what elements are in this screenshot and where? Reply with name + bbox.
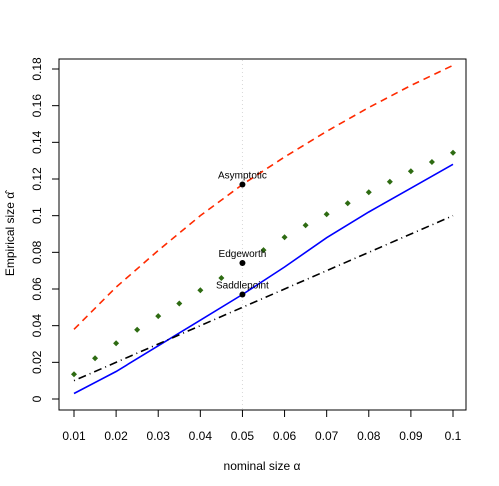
y-tick-label: 0.08 xyxy=(30,240,44,264)
annotation-layer: Asymptotic Edgeworth Saddlepoint xyxy=(216,171,269,298)
y-tick-label: 0 xyxy=(30,395,44,402)
data-point xyxy=(155,313,162,320)
x-axis: 0.01 0.02 0.03 0.04 0.05 0.06 0.07 0.08 0.09 0.1 xyxy=(62,409,462,443)
data-point xyxy=(134,326,141,333)
x-tick-label: 0.01 xyxy=(62,429,86,443)
y-axis-title: Empirical size α̂ xyxy=(3,190,17,276)
series-line-solid xyxy=(73,163,454,395)
data-point xyxy=(176,300,183,307)
data-point xyxy=(365,189,372,196)
data-point xyxy=(450,149,456,156)
y-tick-label: 0.16 xyxy=(30,94,44,118)
y-tick-label: 0.1 xyxy=(30,207,44,224)
x-tick-label: 0.07 xyxy=(315,429,339,443)
annotation-marker xyxy=(239,291,246,298)
data-point xyxy=(281,234,288,241)
y-tick-label: 0.12 xyxy=(30,167,44,191)
series-line-dotdash xyxy=(73,214,454,382)
data-point xyxy=(323,211,330,218)
annotation-label: Edgeworth xyxy=(219,249,267,260)
data-point xyxy=(407,168,414,175)
series-line-dashed xyxy=(73,64,454,330)
x-tick-label: 0.03 xyxy=(147,429,171,443)
x-axis-title: nominal size α xyxy=(224,459,301,473)
data-point xyxy=(302,222,309,229)
y-tick-label: 0.04 xyxy=(30,314,44,338)
data-point xyxy=(197,287,204,294)
annotation-marker xyxy=(239,259,246,266)
data-point xyxy=(113,340,120,347)
x-tick-label: 0.08 xyxy=(357,429,381,443)
y-tick-label: 0.18 xyxy=(30,57,44,81)
y-tick-label: 0.06 xyxy=(30,277,44,301)
data-point xyxy=(386,178,393,185)
x-tick-label: 0.06 xyxy=(273,429,297,443)
data-point xyxy=(71,371,77,378)
data-point xyxy=(92,355,99,362)
x-tick-label: 0.05 xyxy=(231,429,255,443)
x-tick-label: 0.02 xyxy=(104,429,128,443)
x-tick-label: 0.09 xyxy=(399,429,423,443)
plot-box xyxy=(58,58,467,411)
data-point xyxy=(260,247,267,254)
annotation-label: Asymptotic xyxy=(218,171,267,182)
data-point xyxy=(428,158,435,165)
y-tick-label: 0.02 xyxy=(30,350,44,374)
x-tick-label: 0.1 xyxy=(445,429,462,443)
y-tick-label: 0.14 xyxy=(30,130,44,154)
x-tick-label: 0.04 xyxy=(189,429,213,443)
annotation-marker xyxy=(239,181,246,188)
series-layer xyxy=(71,64,456,395)
data-point xyxy=(344,200,351,207)
data-point xyxy=(218,275,225,281)
y-axis: 0 0.02 0.04 0.06 0.08 0.1 0.12 0.14 0.16 0.18 xyxy=(30,57,60,402)
annotation-label: Saddlepoint xyxy=(216,281,269,292)
